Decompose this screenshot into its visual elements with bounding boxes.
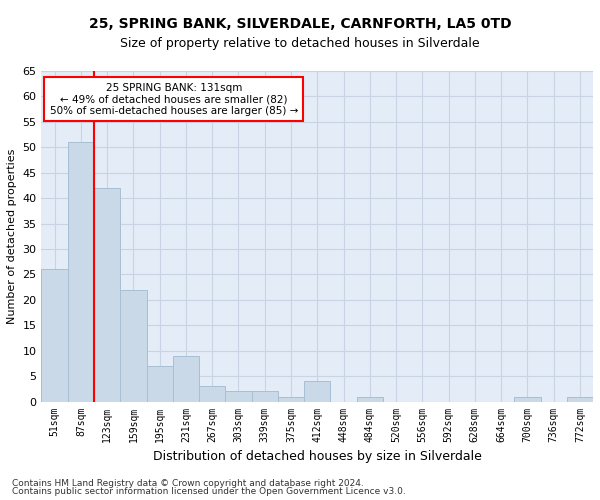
Bar: [41, 270, 68, 402]
Bar: [226, 392, 251, 402]
Text: Contains HM Land Registry data © Crown copyright and database right 2024.: Contains HM Land Registry data © Crown c…: [12, 478, 364, 488]
Bar: [304, 382, 331, 402]
Bar: [146, 366, 173, 402]
Bar: [356, 396, 383, 402]
Bar: [567, 396, 593, 402]
Bar: [199, 386, 226, 402]
Bar: [68, 142, 94, 402]
Bar: [173, 356, 199, 402]
X-axis label: Distribution of detached houses by size in Silverdale: Distribution of detached houses by size …: [153, 450, 482, 463]
Text: Contains public sector information licensed under the Open Government Licence v3: Contains public sector information licen…: [12, 487, 406, 496]
Text: 25, SPRING BANK, SILVERDALE, CARNFORTH, LA5 0TD: 25, SPRING BANK, SILVERDALE, CARNFORTH, …: [89, 18, 511, 32]
Text: 25 SPRING BANK: 131sqm
← 49% of detached houses are smaller (82)
50% of semi-det: 25 SPRING BANK: 131sqm ← 49% of detached…: [50, 82, 298, 116]
Bar: [251, 392, 278, 402]
Text: Size of property relative to detached houses in Silverdale: Size of property relative to detached ho…: [120, 38, 480, 51]
Bar: [278, 396, 304, 402]
Y-axis label: Number of detached properties: Number of detached properties: [7, 148, 17, 324]
Bar: [94, 188, 120, 402]
Bar: [514, 396, 541, 402]
Bar: [120, 290, 146, 402]
